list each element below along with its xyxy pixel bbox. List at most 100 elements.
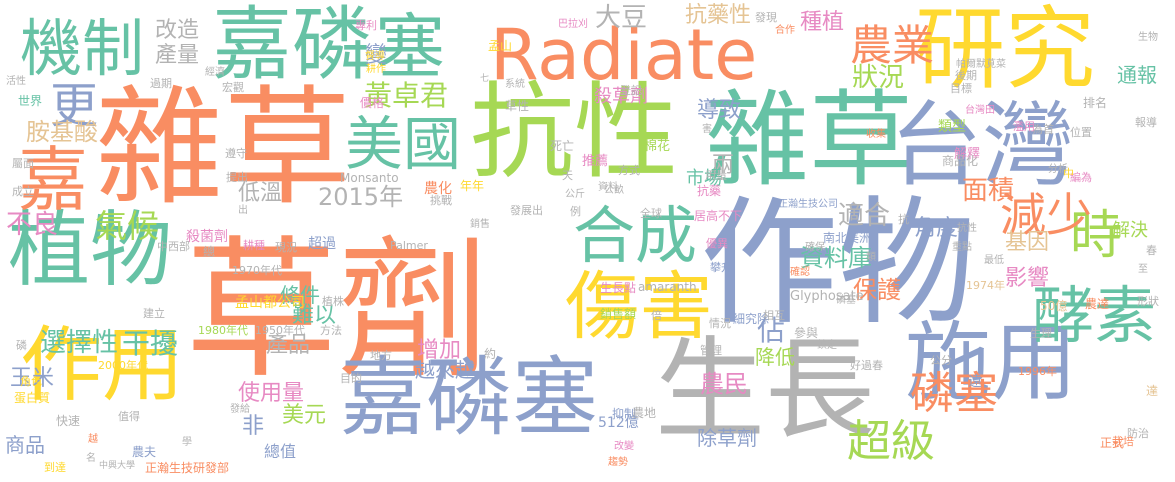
- word-202: 磷塞: [836, 295, 856, 306]
- word-154: 發現: [755, 11, 777, 24]
- word-10: 研究: [915, 0, 1095, 102]
- word-15: 機制: [20, 12, 145, 85]
- word-33: 胺基酸: [26, 118, 98, 146]
- word-9: 嘉磷: [212, 0, 372, 91]
- word-116: 抑制: [612, 407, 637, 421]
- word-136: 抗藥: [697, 184, 722, 198]
- word-147: 編為: [1070, 171, 1092, 184]
- word-180: 磷: [16, 339, 27, 352]
- word-200: 出: [238, 205, 248, 216]
- word-65: 玉米: [10, 366, 55, 391]
- word-128: 春: [1146, 244, 1157, 257]
- word-102: 50億: [1040, 299, 1068, 313]
- word-48: 解決: [1112, 220, 1148, 241]
- word-57: 產品: [266, 333, 311, 358]
- word-137: 居高不下: [694, 209, 743, 223]
- word-169: 目的: [340, 372, 362, 385]
- word-109: 蛋白質: [14, 391, 51, 405]
- word-160: 總: [203, 245, 216, 259]
- word-94: 1974年: [966, 279, 1005, 292]
- word-28: 氣候: [95, 207, 160, 245]
- word-108: 價格: [360, 96, 385, 110]
- word-151: 後期: [955, 69, 977, 82]
- word-14: 傷害: [565, 264, 713, 350]
- word-29: 2015年: [318, 183, 404, 211]
- word-175: 相互: [763, 309, 785, 322]
- word-4: 雜草: [705, 79, 914, 201]
- word-185: 天: [562, 169, 573, 182]
- word-38: 種植: [800, 10, 845, 35]
- word-162: 耕種: [243, 239, 265, 252]
- word-201: 至: [1138, 264, 1148, 275]
- word-155: 合作: [775, 25, 795, 36]
- word-51: 保護: [853, 276, 901, 304]
- word-82: 年年: [460, 179, 485, 193]
- word-190: 中: [1063, 167, 1074, 180]
- word-23: 農業: [850, 21, 935, 70]
- word-11: 台灣: [890, 92, 1075, 199]
- word-107: 耕作: [366, 64, 386, 75]
- word-152: 系統: [505, 79, 525, 90]
- word-97: 中興大學: [99, 461, 136, 471]
- word-73: 世界: [18, 94, 43, 108]
- word-79: 棉花: [644, 139, 671, 154]
- word-104: 宏觀: [222, 81, 244, 94]
- word-114: 農夫: [132, 445, 157, 459]
- word-62: 美元: [282, 403, 327, 428]
- word-138: 用量: [705, 169, 727, 182]
- word-19: 美國: [345, 110, 462, 178]
- word-177: 倍: [651, 309, 662, 322]
- word-71: 殺菌劑: [186, 229, 228, 245]
- word-122: 遠: [968, 374, 982, 390]
- word-120: 生理: [1030, 327, 1052, 340]
- word-50: 資料庫: [800, 244, 872, 272]
- word-76: 孟山: [488, 39, 513, 53]
- word-156: 帕爾默莧菜: [956, 59, 1006, 70]
- word-191: 抗: [898, 213, 909, 226]
- word-64: 總值: [264, 442, 297, 461]
- word-18: 合成: [573, 199, 698, 272]
- word-103: 農達: [1085, 297, 1110, 311]
- word-80: 死亡: [550, 139, 575, 153]
- word-165: 植株: [322, 295, 344, 308]
- word-99: 生長點: [600, 281, 637, 295]
- word-88: 1950年代: [255, 324, 305, 337]
- word-55: 難以: [292, 303, 337, 328]
- word-186: 例: [570, 205, 581, 218]
- word-5: Radiate: [490, 14, 758, 96]
- word-98: 南北美洲: [823, 231, 872, 245]
- word-146: 分析: [1048, 164, 1068, 175]
- word-198: 最低: [984, 255, 1004, 266]
- word-36: 產量: [155, 43, 200, 68]
- word-167: 方法: [320, 324, 342, 337]
- word-193: 害: [702, 124, 712, 135]
- word-95: 正瀚生技研發部: [145, 461, 230, 475]
- word-85: 1970年代: [232, 264, 282, 277]
- word-113: 值得: [118, 410, 140, 423]
- word-84: Monsanto: [340, 171, 399, 185]
- word-67: 市場: [686, 168, 722, 189]
- word-46: 基因: [1005, 230, 1050, 255]
- word-184: 提出: [226, 171, 248, 184]
- word-172: 參與: [794, 326, 819, 340]
- word-87: 1980年代: [198, 324, 248, 337]
- word-111: 到達: [44, 461, 66, 474]
- word-81: 農化: [424, 181, 452, 197]
- word-182: 名: [86, 453, 96, 464]
- word-173: 鎖定: [817, 340, 837, 351]
- word-199: 類: [866, 252, 876, 263]
- word-188: 挑戰: [430, 194, 452, 207]
- word-119: 好過春: [850, 359, 883, 372]
- word-47: 影響: [1005, 266, 1050, 291]
- word-49: 角度: [914, 216, 959, 241]
- word-150: 目標: [950, 82, 972, 95]
- word-106: 督導: [365, 51, 385, 62]
- word-140: 商品化: [942, 154, 979, 168]
- word-126: 栽培: [1112, 435, 1134, 448]
- word-163: 現況: [275, 241, 297, 254]
- word-125: 防治: [1127, 427, 1149, 440]
- word-115: 學: [182, 437, 192, 448]
- word-8: 施用: [905, 313, 1077, 413]
- word-37: 抗藥性: [685, 3, 752, 28]
